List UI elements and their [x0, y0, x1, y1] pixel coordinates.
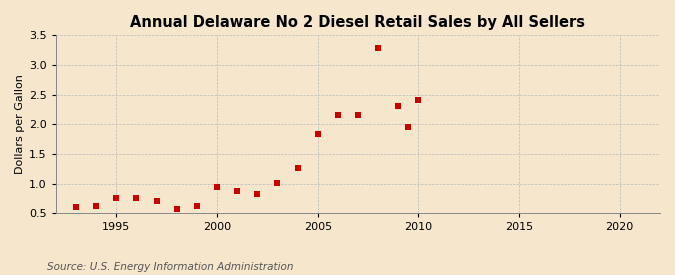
Y-axis label: Dollars per Gallon: Dollars per Gallon	[15, 75, 25, 174]
Point	[91, 204, 102, 208]
Point	[332, 113, 343, 118]
Point	[192, 204, 202, 208]
Point	[413, 98, 424, 102]
Point	[151, 199, 162, 203]
Point	[71, 205, 82, 209]
Point	[131, 196, 142, 200]
Point	[373, 46, 383, 50]
Point	[272, 181, 283, 185]
Point	[352, 113, 363, 117]
Title: Annual Delaware No 2 Diesel Retail Sales by All Sellers: Annual Delaware No 2 Diesel Retail Sales…	[130, 15, 585, 30]
Text: Source: U.S. Energy Information Administration: Source: U.S. Energy Information Administ…	[47, 262, 294, 272]
Point	[313, 132, 323, 136]
Point	[292, 166, 303, 170]
Point	[232, 189, 242, 193]
Point	[403, 125, 414, 129]
Point	[111, 196, 122, 200]
Point	[212, 185, 223, 189]
Point	[252, 192, 263, 196]
Point	[171, 207, 182, 211]
Point	[393, 104, 404, 108]
